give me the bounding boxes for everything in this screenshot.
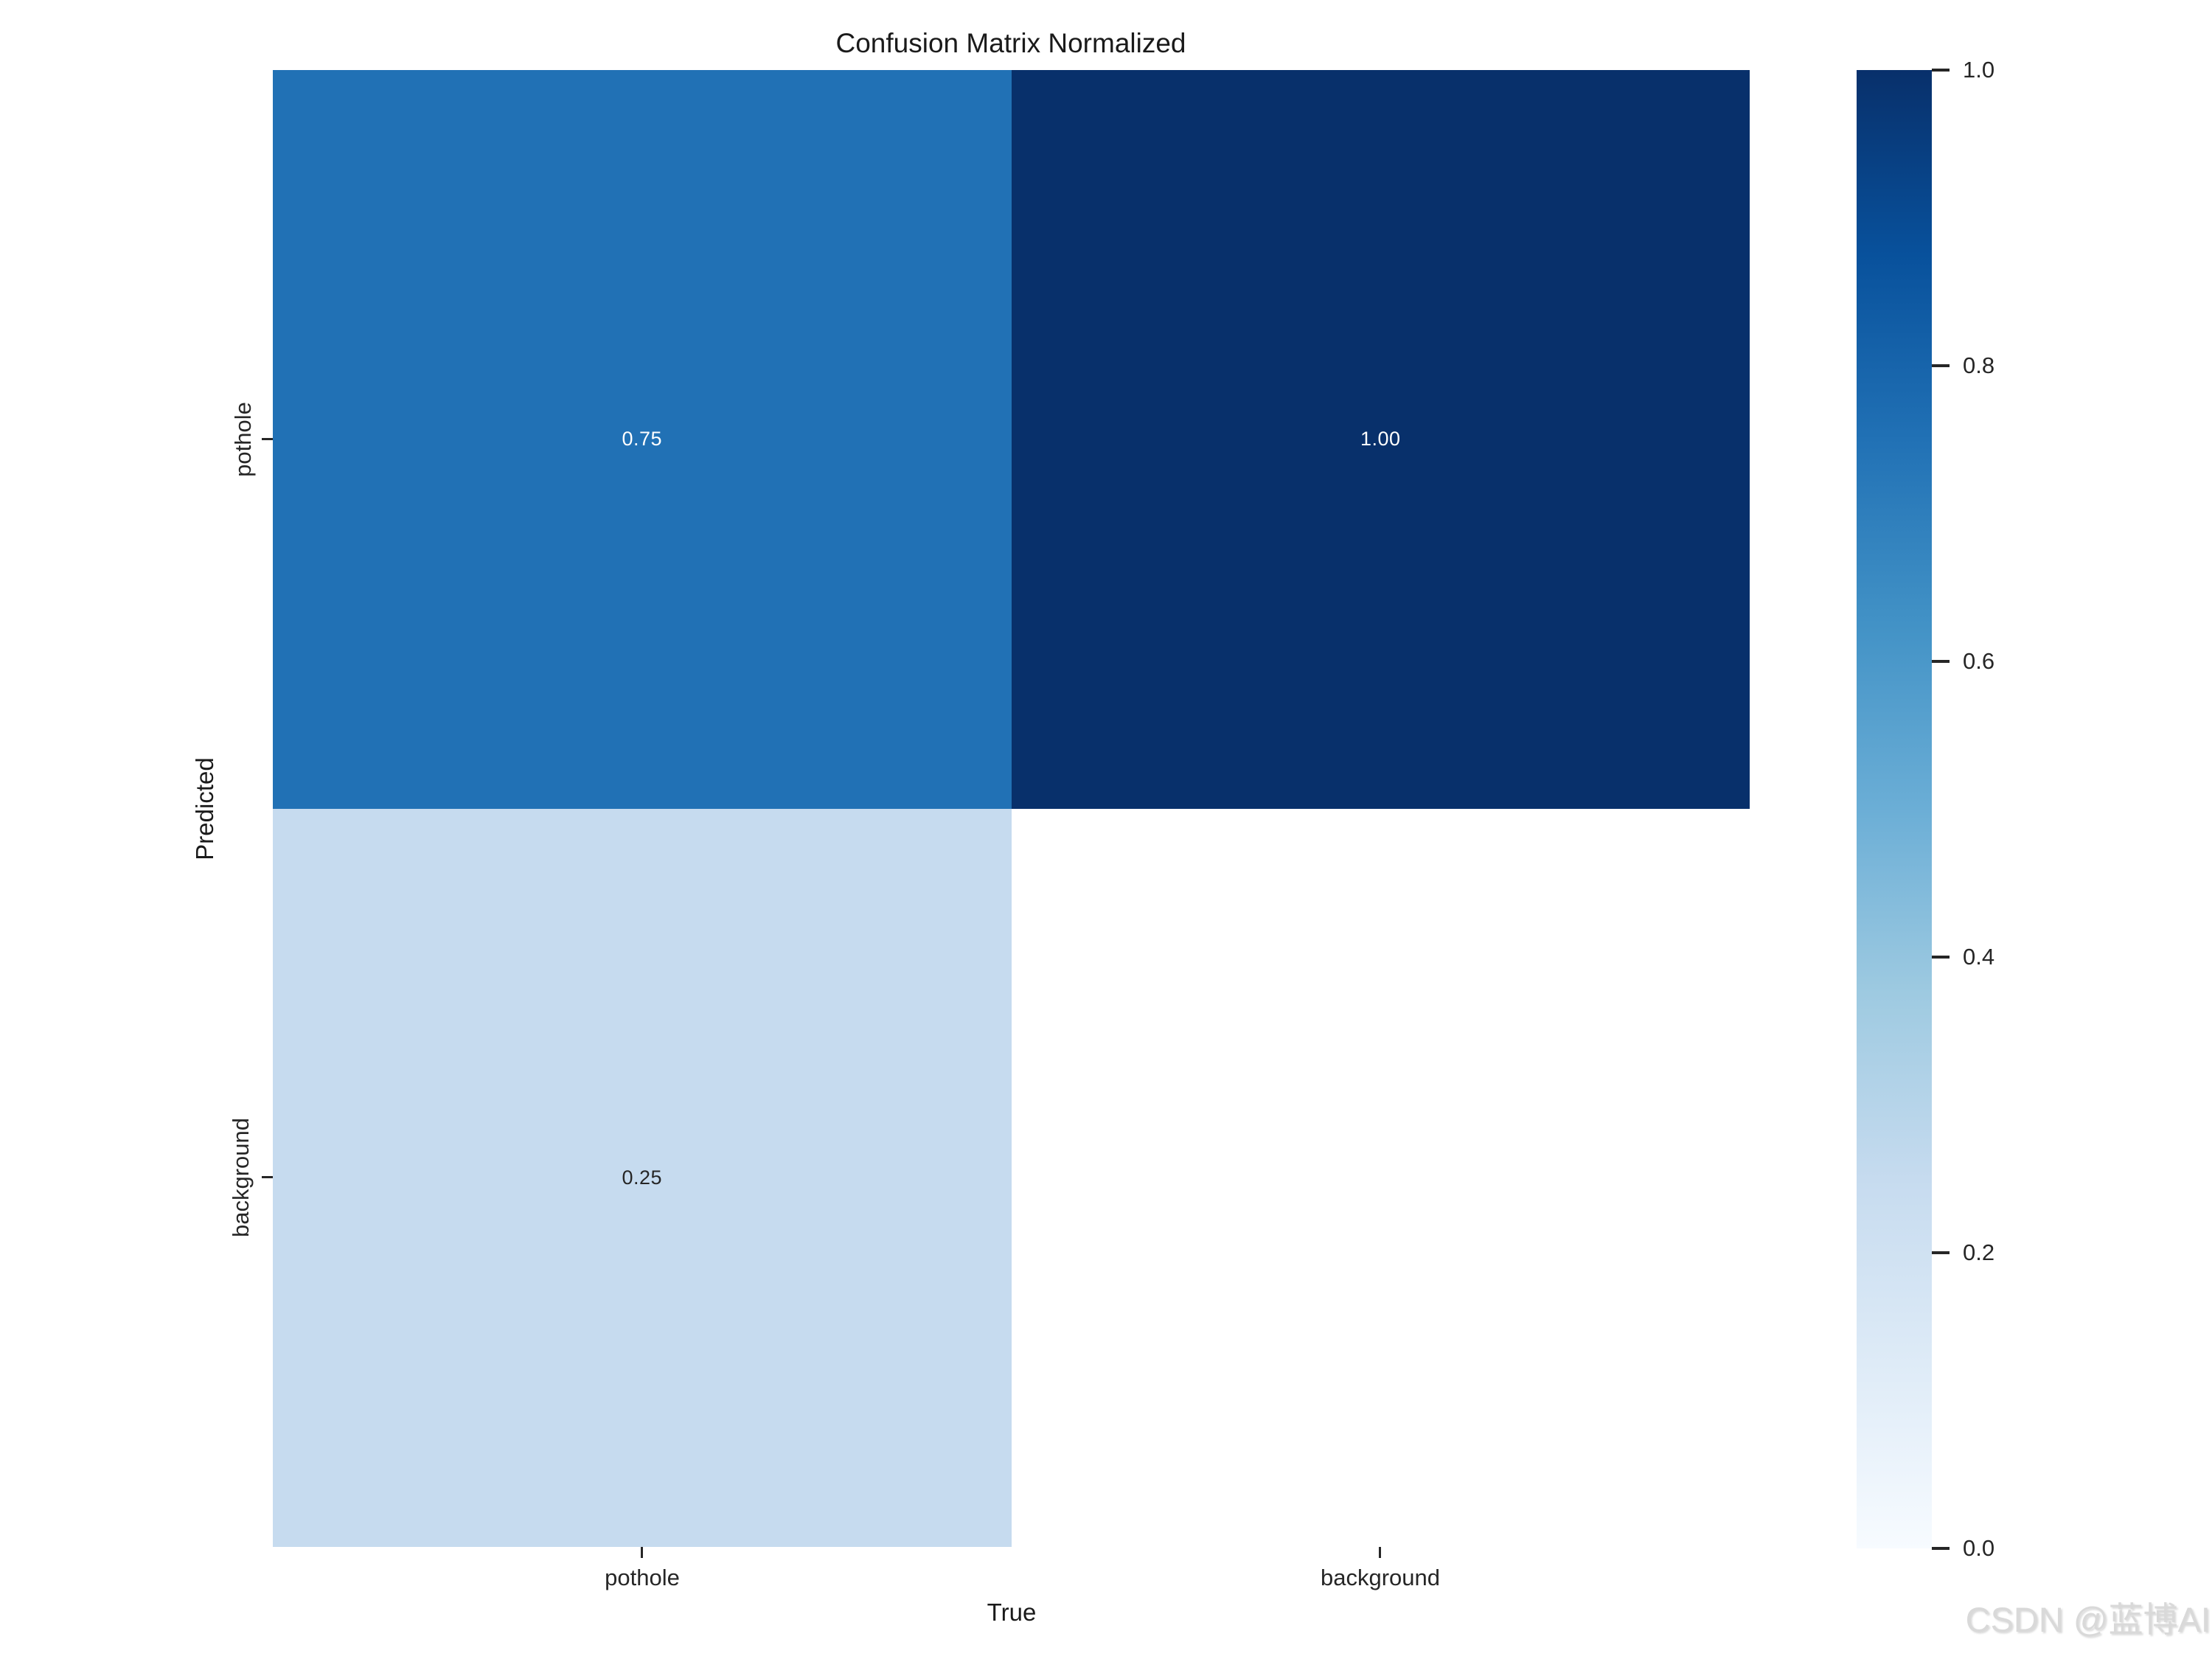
chart-title: Confusion Matrix Normalized [835, 28, 1186, 58]
csdn-watermark: CSDN @蓝博AI [1965, 1600, 2211, 1639]
colorbar-gradient [1857, 70, 1932, 1548]
colorbar-tick-mark [1932, 956, 1950, 959]
colorbar-tick-label: 1.0 [1963, 57, 1995, 83]
heatmap-cell-background-background [1011, 808, 1750, 1547]
heatmap-cell-pothole-background: 1.00 [1011, 70, 1750, 809]
y-tick-mark [262, 1176, 273, 1178]
x-tick-mark [641, 1547, 643, 1558]
heatmap-cell-pothole-pothole: 0.75 [273, 70, 1012, 809]
cell-value-label: 1.00 [1360, 428, 1401, 451]
colorbar-tick-label: 0.2 [1963, 1239, 1995, 1265]
x-tick-label-pothole: pothole [605, 1565, 680, 1590]
colorbar-tick-mark [1932, 1547, 1950, 1550]
colorbar-tick-label: 0.6 [1963, 648, 1995, 674]
colorbar-tick-label: 0.0 [1963, 1535, 1995, 1561]
colorbar-tick-mark [1932, 660, 1950, 663]
x-tick-label-background: background [1320, 1565, 1441, 1590]
colorbar-tick-mark [1932, 69, 1950, 72]
colorbar-tick-mark [1932, 364, 1950, 367]
cell-value-label: 0.75 [622, 428, 663, 451]
heatmap-plot: 0.75 1.00 0.25 [273, 70, 1750, 1547]
cell-value-label: 0.25 [622, 1166, 663, 1189]
colorbar-tick-label: 0.4 [1963, 944, 1995, 970]
colorbar-tick-mark [1932, 1251, 1950, 1254]
x-tick-mark [1379, 1547, 1381, 1558]
heatmap-cell-background-pothole: 0.25 [273, 808, 1012, 1547]
y-tick-mark [262, 438, 273, 440]
x-axis-label: True [987, 1599, 1037, 1626]
colorbar-tick-label: 0.8 [1963, 352, 1995, 378]
colorbar [1857, 70, 1932, 1548]
